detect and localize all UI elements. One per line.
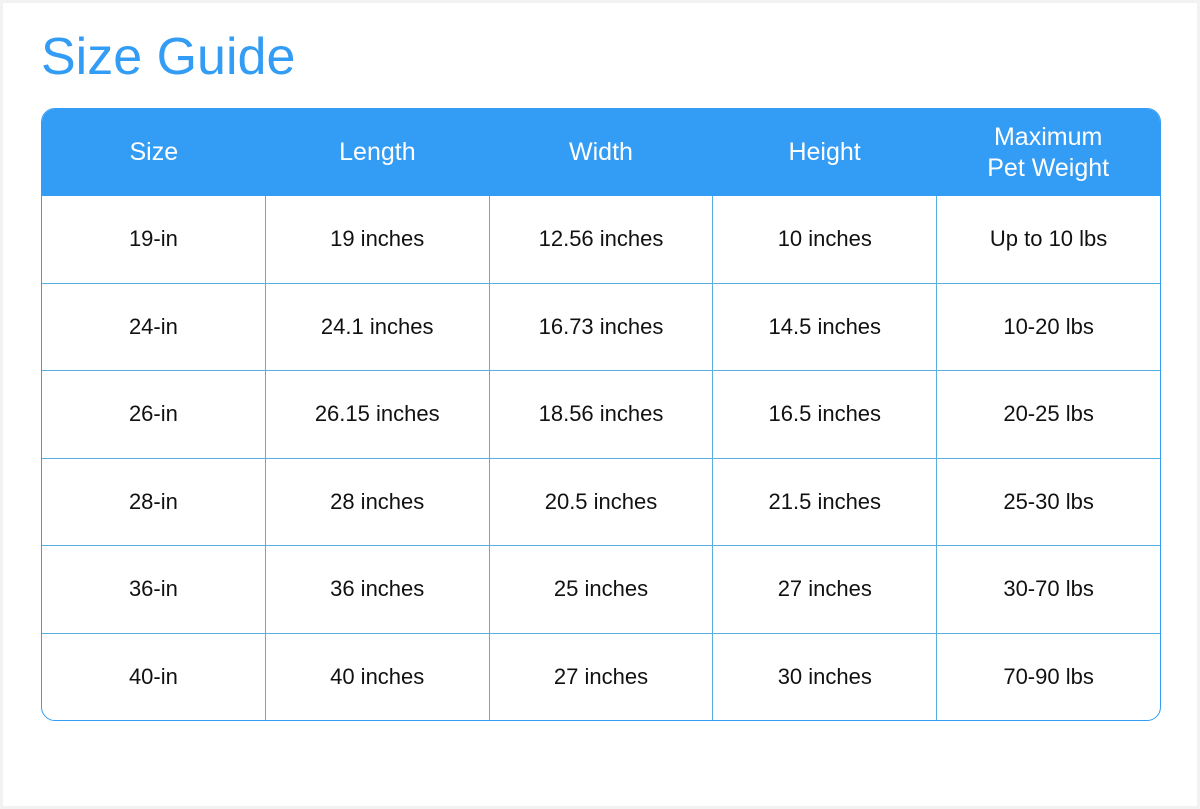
column-header: Maximum Pet Weight (987, 122, 1110, 182)
table-header: Size Length Width Height Maximum Pet Weight (42, 109, 1160, 196)
page: Size Guide Size Length Width Height Maximum … (3, 3, 1197, 806)
column-header: Width (569, 138, 633, 166)
table-cell: 26.15 inches (264, 371, 489, 458)
table-cell: 14.5 inches (712, 283, 936, 370)
table-cell: 28-in (128, 488, 178, 514)
table-cell: 24.1 inches (264, 283, 489, 370)
table-cell: 40-in (128, 663, 178, 689)
table-cell: 16.73 inches (488, 283, 713, 370)
table-cell: 30 inches (712, 633, 936, 720)
table-cell: 70-90 lbs (936, 633, 1160, 720)
table-cell: 19 inches (264, 196, 489, 283)
table-row: 40-in 40 inches 27 inches 30 inches 70-90 lb… (42, 632, 1160, 720)
table-cell: 24-in (128, 313, 178, 339)
table-cell: 27 inches (712, 546, 936, 633)
table-cell: 36 inches (264, 546, 489, 633)
page-title: Size Guide (41, 28, 296, 86)
table-row: 24-in 24.1 inches 16.73 inches 14.5 inches 1… (42, 282, 1160, 370)
table-cell: 20-25 lbs (936, 371, 1160, 458)
column-header: Height (788, 138, 861, 166)
table-cell: 28 inches (264, 458, 489, 545)
column-header: Size (129, 138, 179, 166)
table-cell: Up to 10 lbs (936, 196, 1160, 283)
table-cell: 25 inches (488, 546, 713, 633)
table-row: 28-in 28 inches 20.5 inches 21.5 inches 25-3… (42, 457, 1160, 545)
table-body: 19-in 19 inches 12.56 inches 10 inches Up to… (42, 196, 1160, 720)
table-cell: 26-in (128, 401, 178, 427)
size-table: Size Length Width Height Maximum Pet Weight … (41, 108, 1161, 721)
table-cell: 10 inches (712, 196, 936, 283)
table-cell: 21.5 inches (712, 458, 936, 545)
table-cell: 36-in (128, 576, 178, 602)
table-row: 19-in 19 inches 12.56 inches 10 inches Up to… (42, 196, 1160, 283)
table-cell: 30-70 lbs (936, 546, 1160, 633)
table-row: 26-in 26.15 inches 18.56 inches 16.5 inches… (42, 370, 1160, 458)
table-cell: 12.56 inches (488, 196, 713, 283)
column-header: Length (339, 138, 416, 166)
table-cell: 16.5 inches (712, 371, 936, 458)
table-cell: 10-20 lbs (936, 283, 1160, 370)
table-cell: 18.56 inches (488, 371, 713, 458)
table-cell: 19-in (128, 226, 178, 252)
table-row: 36-in 36 inches 25 inches 27 inches 30-70 lb… (42, 545, 1160, 633)
table-cell: 25-30 lbs (936, 458, 1160, 545)
table-cell: 20.5 inches (488, 458, 713, 545)
table-cell: 40 inches (264, 633, 489, 720)
table-cell: 27 inches (488, 633, 713, 720)
